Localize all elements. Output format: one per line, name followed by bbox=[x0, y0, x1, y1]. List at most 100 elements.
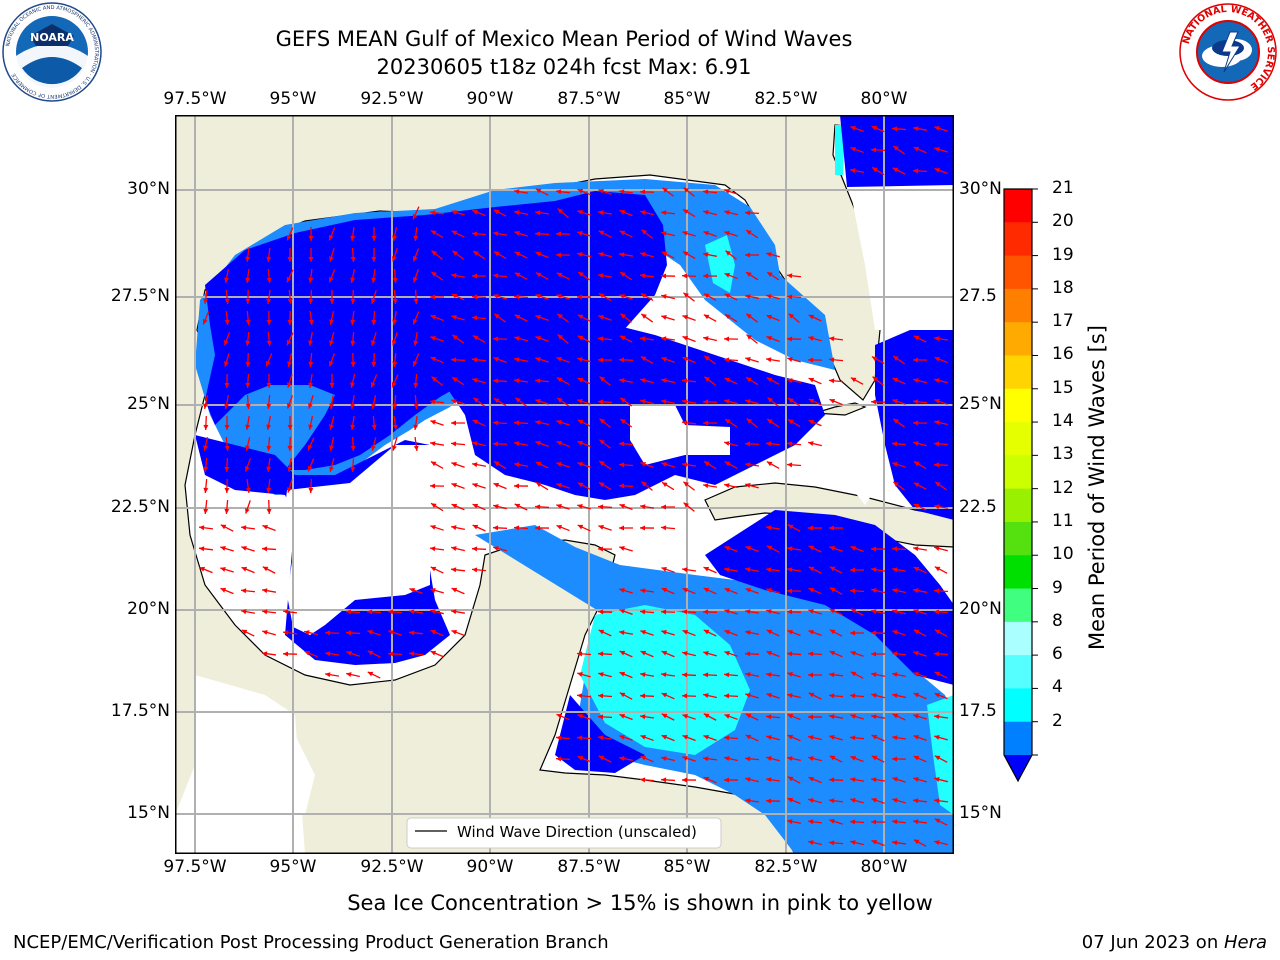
wind-wave-arrow bbox=[786, 588, 802, 594]
wind-wave-arrow bbox=[619, 546, 633, 552]
wind-wave-arrow bbox=[282, 651, 298, 657]
wind-wave-arrow bbox=[639, 336, 655, 342]
wind-wave-arrow bbox=[371, 332, 377, 346]
wind-wave-arrow bbox=[329, 332, 335, 346]
wind-wave-arrow bbox=[765, 798, 781, 804]
wind-wave-arrow bbox=[808, 336, 822, 342]
wind-wave-arrow bbox=[392, 310, 398, 326]
wind-wave-arrow bbox=[661, 650, 675, 658]
wind-wave-arrow bbox=[891, 567, 907, 573]
wind-wave-arrow bbox=[933, 462, 949, 468]
wind-wave-arrow bbox=[245, 437, 251, 451]
wind-wave-arrow bbox=[577, 713, 591, 720]
lon-tick-bottom: 82.5°W bbox=[754, 857, 818, 877]
wind-wave-arrow bbox=[871, 839, 885, 847]
wind-wave-arrow bbox=[850, 377, 864, 385]
colorbar-underflow-triangle bbox=[1004, 755, 1032, 781]
wind-wave-arrow bbox=[618, 252, 634, 258]
wind-wave-arrow bbox=[913, 692, 927, 700]
wind-wave-arrow bbox=[430, 419, 444, 426]
wind-wave-arrow bbox=[934, 126, 948, 132]
wind-wave-arrow bbox=[370, 290, 377, 304]
wind-wave-arrow bbox=[514, 272, 528, 280]
no-data-hole-s bbox=[235, 735, 315, 815]
wind-wave-arrow bbox=[471, 231, 487, 237]
wind-wave-arrow bbox=[808, 314, 822, 322]
wind-wave-arrow bbox=[287, 436, 293, 452]
wind-wave-arrow bbox=[766, 588, 780, 594]
wind-wave-arrow bbox=[224, 310, 230, 326]
wind-wave-arrow bbox=[350, 331, 356, 347]
wind-wave-arrow bbox=[350, 415, 356, 431]
wind-wave-arrow bbox=[640, 399, 654, 405]
wind-wave-arrow bbox=[703, 693, 717, 699]
wind-wave-arrow bbox=[702, 483, 718, 489]
wind-wave-arrow bbox=[452, 250, 464, 260]
wind-wave-arrow bbox=[639, 672, 655, 678]
wind-wave-arrow bbox=[828, 693, 844, 699]
wind-wave-arrow bbox=[808, 756, 822, 762]
wind-wave-arrow bbox=[849, 588, 865, 594]
wind-wave-arrow bbox=[704, 376, 716, 386]
wind-wave-arrow bbox=[639, 714, 655, 720]
wind-wave-arrow bbox=[786, 567, 802, 573]
wind-wave-arrow bbox=[829, 755, 843, 763]
wind-wave-arrow bbox=[371, 247, 377, 263]
wind-wave-arrow bbox=[557, 208, 569, 218]
wind-wave-arrow bbox=[329, 416, 335, 430]
wind-wave-arrow bbox=[640, 734, 654, 742]
wind-wave-arrow bbox=[787, 672, 801, 678]
wind-wave-arrow bbox=[597, 399, 613, 405]
wind-wave-arrow bbox=[555, 756, 571, 762]
wind-wave-arrow bbox=[577, 524, 591, 532]
wind-wave-arrow bbox=[535, 293, 549, 300]
wind-wave-arrow bbox=[430, 229, 444, 239]
lon-tick-top: 80°W bbox=[860, 89, 908, 109]
wind-wave-arrow bbox=[892, 481, 906, 491]
wind-wave-arrow bbox=[682, 629, 696, 637]
colorbar-segment bbox=[1004, 322, 1032, 356]
wind-wave-arrow bbox=[808, 545, 822, 553]
wind-wave-arrow bbox=[871, 755, 885, 763]
no-data-regions bbox=[175, 187, 954, 854]
wind-wave-arrow bbox=[618, 189, 634, 195]
wind-wave-arrow bbox=[577, 252, 591, 258]
wind-wave-arrow bbox=[766, 735, 780, 741]
wind-wave-arrow bbox=[871, 166, 885, 176]
wind-wave-arrow bbox=[913, 839, 927, 847]
wind-wave-arrow bbox=[430, 502, 444, 512]
wind-wave-arrow bbox=[619, 671, 633, 679]
footer-date-text: 07 Jun 2023 on bbox=[1081, 932, 1224, 953]
colorbar-outline bbox=[1003, 188, 1033, 783]
wind-wave-arrow bbox=[555, 735, 571, 741]
wind-wave-arrow bbox=[599, 376, 611, 386]
wind-wave-arrow bbox=[913, 335, 927, 343]
wind-wave-arrow bbox=[371, 395, 377, 409]
wind-wave-arrow bbox=[619, 209, 633, 217]
wind-wave-arrow bbox=[808, 798, 822, 804]
wind-wave-arrow bbox=[598, 481, 612, 491]
wind-wave-arrow bbox=[723, 336, 739, 342]
wind-wave-arrow bbox=[287, 479, 293, 493]
wind-wave-arrow bbox=[413, 226, 419, 242]
wind-wave-arrow bbox=[745, 693, 759, 699]
wind-wave-arrow bbox=[766, 545, 780, 553]
wind-wave-arrow bbox=[934, 671, 948, 679]
wind-wave-arrow bbox=[471, 546, 487, 552]
wind-wave-arrow bbox=[724, 272, 738, 280]
wind-wave-arrow bbox=[786, 651, 802, 657]
wind-wave-arrow bbox=[618, 630, 634, 636]
wind-wave-arrow bbox=[682, 587, 696, 595]
wind-wave-arrow bbox=[266, 416, 272, 430]
wind-wave-arrow bbox=[702, 273, 718, 279]
wind-wave-arrow bbox=[534, 231, 550, 237]
wind-wave-arrow bbox=[282, 630, 298, 636]
wind-wave-arrow bbox=[640, 252, 654, 258]
wind-wave-arrow bbox=[682, 314, 696, 322]
wind-wave-arrow bbox=[597, 357, 613, 363]
wind-wave-arrow bbox=[723, 672, 739, 678]
wind-wave-arrow bbox=[871, 797, 885, 804]
wind-wave-arrow bbox=[266, 289, 272, 305]
wind-wave-arrow bbox=[933, 588, 949, 594]
wind-wave-arrow bbox=[807, 357, 823, 363]
